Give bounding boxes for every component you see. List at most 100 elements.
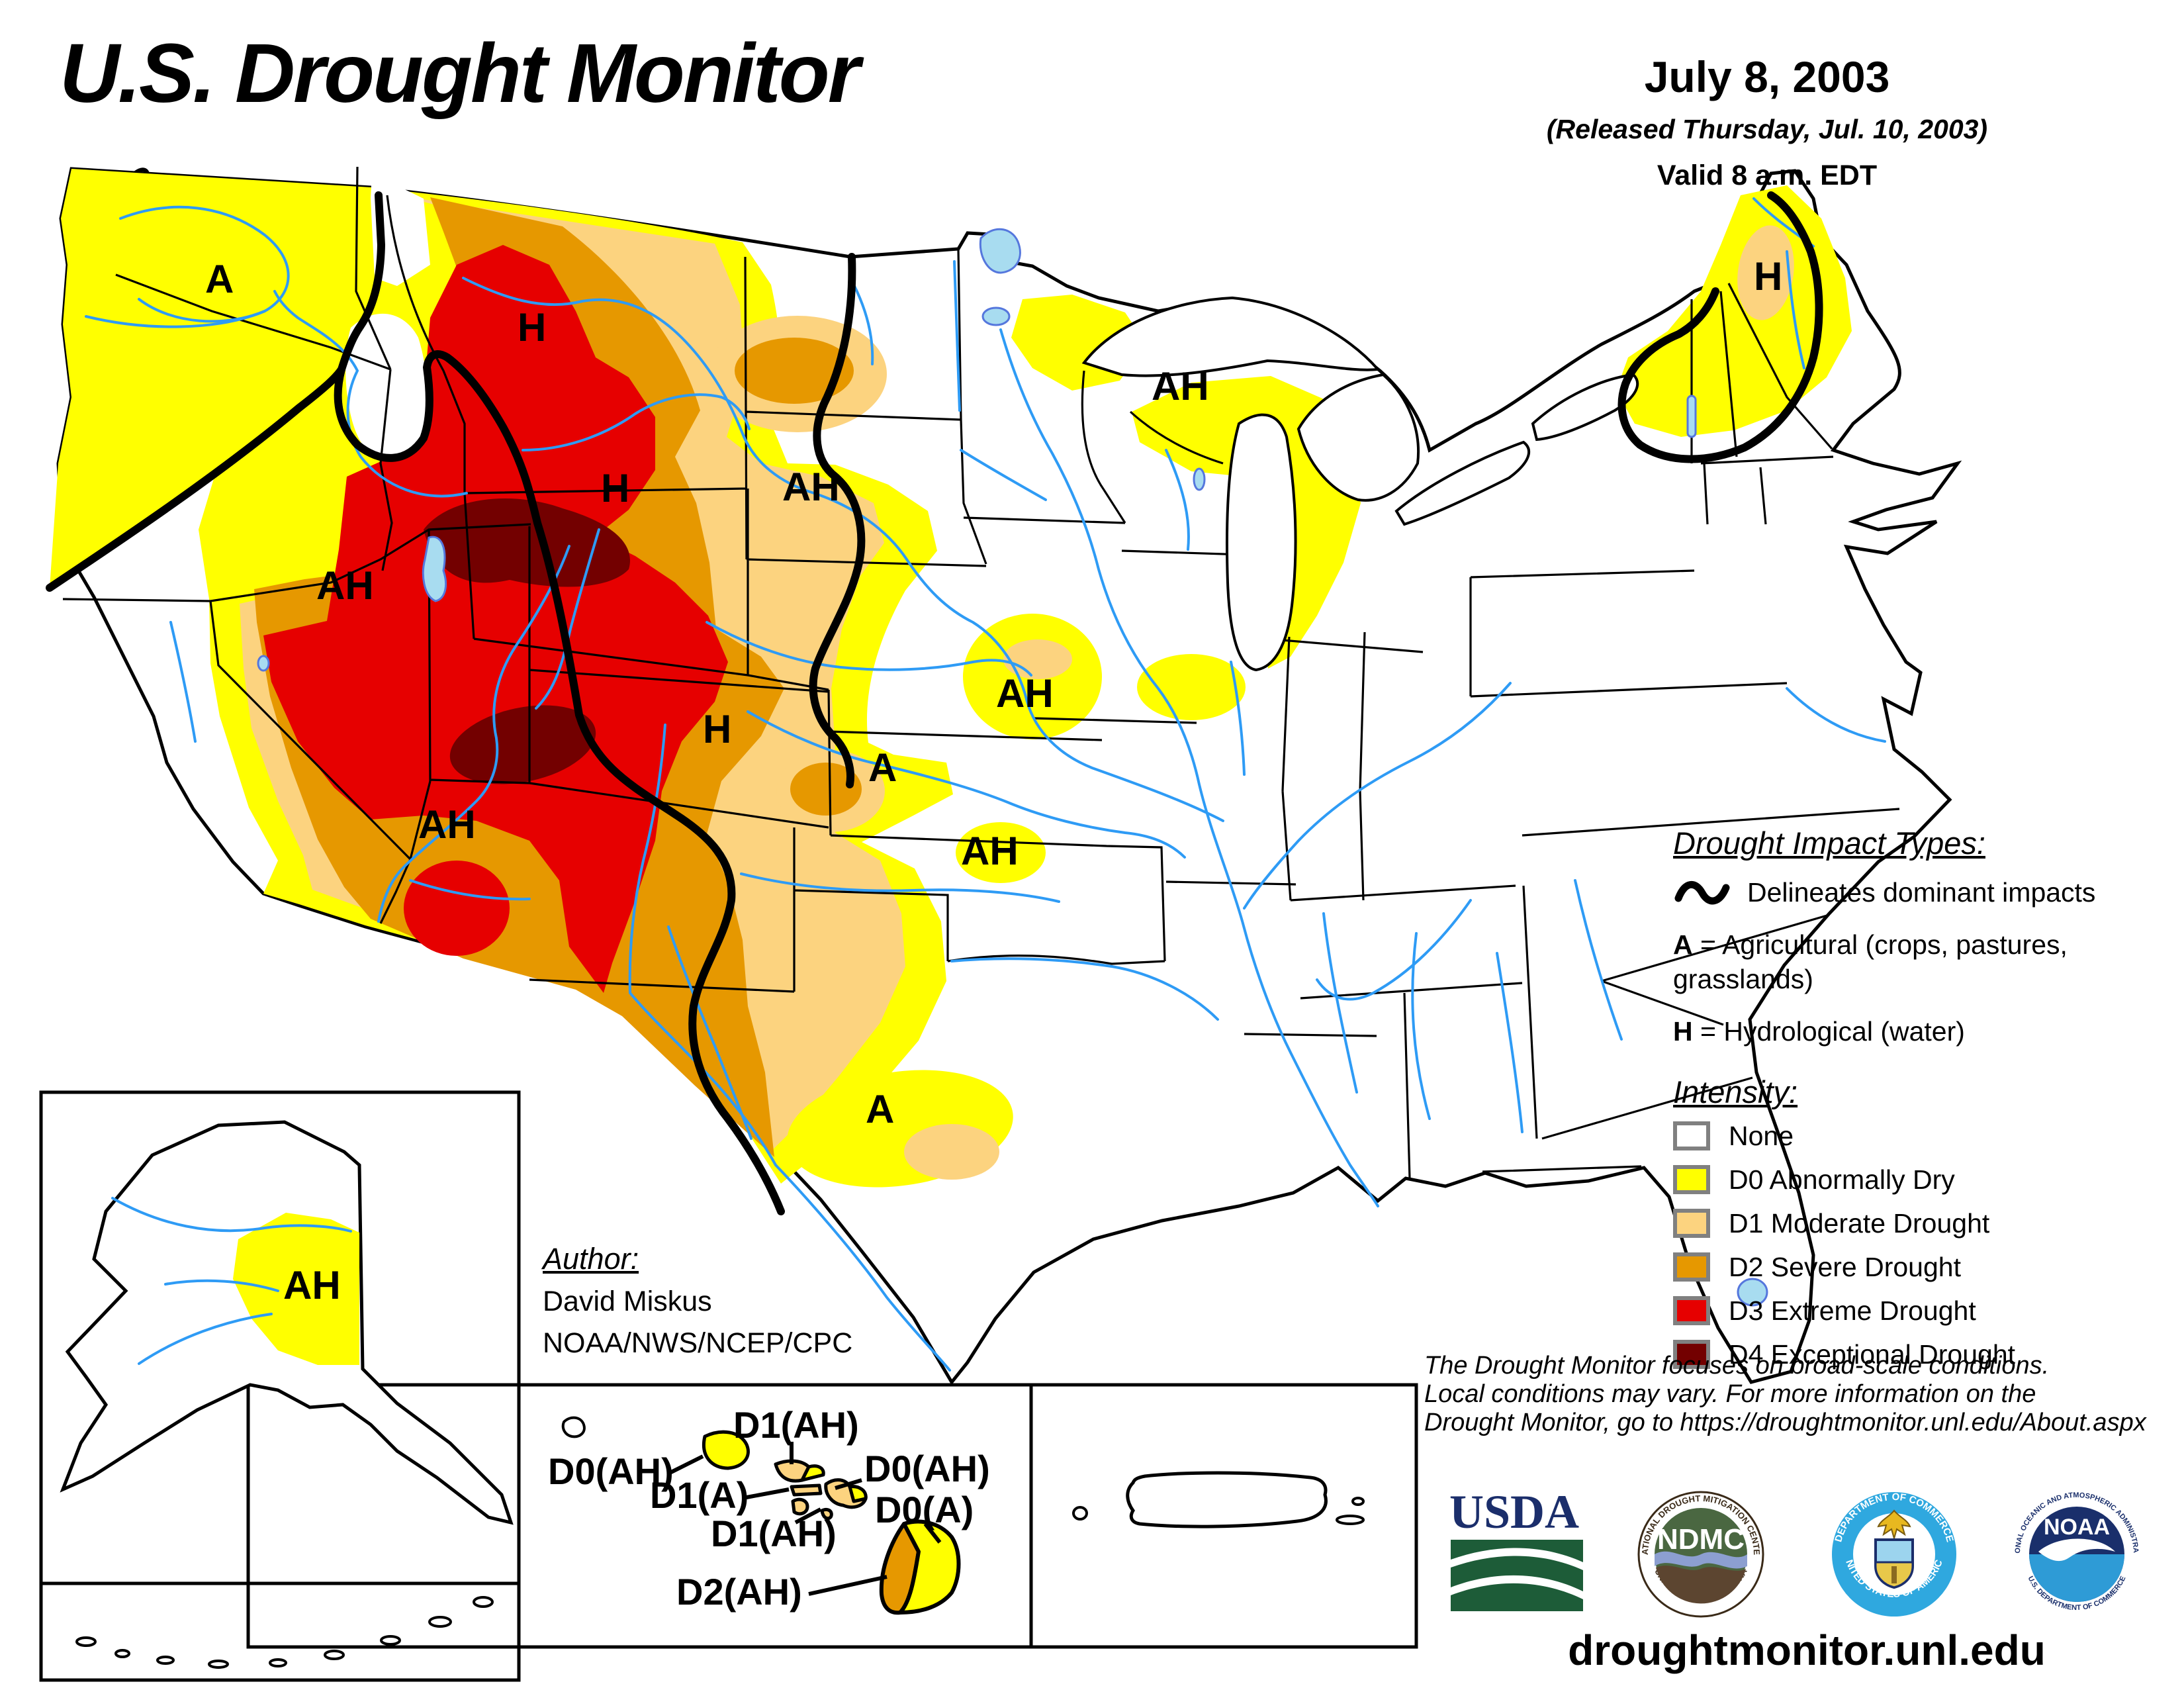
red-lake bbox=[981, 306, 1011, 326]
label-texas: A bbox=[866, 1087, 894, 1131]
d3-west bbox=[263, 245, 728, 993]
lanai bbox=[791, 1497, 809, 1516]
label-montana: H bbox=[518, 305, 546, 350]
intensity-item-d4: D4 Exceptional Drought bbox=[1673, 1336, 2176, 1372]
lake-ontario bbox=[1531, 373, 1639, 442]
lake-michigan bbox=[1225, 413, 1297, 672]
label-colorado: H bbox=[703, 707, 731, 751]
intensity-legend: Intensity: None D0 Abnormally Dry D1 Mod… bbox=[1673, 1074, 2176, 1372]
kahoolawe bbox=[820, 1507, 833, 1521]
hawaii-callout-d2ah: D2(AH) bbox=[676, 1571, 802, 1613]
label-kansas: A bbox=[868, 745, 897, 790]
lake-winnebago bbox=[1193, 467, 1206, 491]
great-salt-lake bbox=[422, 536, 447, 602]
puerto-rico-inset-box bbox=[1029, 1383, 1418, 1649]
usda-logo: USDA bbox=[1449, 1488, 1583, 1611]
squiggle-line-icon bbox=[1674, 880, 1730, 905]
label-arizona: AH bbox=[418, 802, 476, 847]
page-title: U.S. Drought Monitor bbox=[60, 26, 860, 120]
impact-type-legend: Drought Impact Types: Delineates dominan… bbox=[1673, 825, 2176, 1049]
label-wyoming: H bbox=[601, 466, 629, 510]
d2-nebraska-corner bbox=[790, 763, 862, 816]
ndmc-wordmark: NDMC bbox=[1657, 1523, 1745, 1556]
delineates-row: Delineates dominant impacts bbox=[1673, 874, 2176, 910]
d4-swatch bbox=[1673, 1340, 1710, 1369]
vieques bbox=[1336, 1515, 1365, 1525]
hawaii-callout-d0ah-left: D0(AH) bbox=[548, 1450, 674, 1492]
ndmc-logo: NATIONAL DROUGHT MITIGATION CENTER UNIVE… bbox=[1436, 1488, 1764, 1618]
author-block: Author: David Miskus NOAA/NWS/NCEP/CPC bbox=[543, 1242, 913, 1360]
d0-oklahoma bbox=[956, 822, 1046, 883]
puerto-rico-inset bbox=[1072, 1471, 1365, 1528]
none-idaho-panhandle bbox=[371, 173, 430, 286]
d4-four-corners bbox=[449, 705, 596, 784]
label-upper-michigan: AH bbox=[1152, 364, 1209, 408]
intensity-heading: Intensity: bbox=[1673, 1074, 1798, 1109]
culebra bbox=[1351, 1497, 1365, 1506]
kauai bbox=[702, 1430, 750, 1470]
hawaii-callout-d1ah-top: D1(AH) bbox=[733, 1404, 859, 1446]
impact-legend-heading: Drought Impact Types: bbox=[1673, 825, 1985, 861]
label-washington: A bbox=[205, 257, 234, 301]
noaa-bird bbox=[2038, 1538, 2115, 1562]
map-date: July 8, 2003 bbox=[1644, 52, 1890, 101]
oahu-d0 bbox=[800, 1464, 825, 1482]
aleutians-inset-box bbox=[39, 1581, 521, 1682]
website-url: droughtmonitor.unl.edu bbox=[1568, 1626, 2046, 1674]
d1-maine bbox=[1737, 225, 1794, 320]
noaa-wordmark: NOAA bbox=[2044, 1515, 2110, 1540]
alaska-inset: AH bbox=[60, 1120, 514, 1669]
lake-superior bbox=[1081, 296, 1381, 377]
d0-maine bbox=[1616, 185, 1852, 437]
lake-tahoe bbox=[257, 655, 270, 672]
agency-logos: USDA NATIONAL DROUGHT MITIGATION CENTER … bbox=[1436, 1488, 2140, 1618]
disclaimer-text: The Drought Monitor focuses on broad-sca… bbox=[1424, 1352, 2146, 1436]
d0-alaska bbox=[233, 1213, 359, 1365]
rivers bbox=[85, 197, 1886, 1372]
impact-item-agricultural: A = Agricultural (crops, pastures, grass… bbox=[1673, 929, 2068, 995]
aleutian-islands bbox=[75, 1596, 494, 1669]
d3-swatch bbox=[1673, 1296, 1710, 1325]
maui-d0 bbox=[848, 1485, 868, 1503]
intensity-item-d2: D2 Severe Drought bbox=[1673, 1249, 2176, 1285]
usda-wordmark: USDA bbox=[1449, 1488, 1579, 1538]
niihau bbox=[561, 1416, 586, 1438]
d1-texas bbox=[904, 1124, 999, 1180]
author-organization: NOAA/NWS/NCEP/CPC bbox=[543, 1327, 853, 1359]
d0-swatch bbox=[1673, 1165, 1710, 1194]
d2-swatch bbox=[1673, 1252, 1710, 1282]
date-block: July 8, 2003 (Released Thursday, Jul. 10… bbox=[1482, 52, 2052, 192]
lake-champlain bbox=[1686, 395, 1697, 438]
d2-south-dakota bbox=[735, 338, 854, 404]
hawaii-leader-lines bbox=[667, 1442, 942, 1596]
intensity-item-d3: D3 Extreme Drought bbox=[1673, 1293, 2176, 1329]
label-south-dakota: AH bbox=[782, 465, 840, 509]
hawaii-callout-d0a: D0(A) bbox=[875, 1489, 974, 1530]
none-swatch bbox=[1673, 1121, 1710, 1150]
d1-kansas-missouri bbox=[1003, 639, 1072, 679]
d0-wisconsin-iowa bbox=[1137, 654, 1246, 720]
map-region-labels: A H H AH AH AH H A AH AH AH A H bbox=[205, 254, 1782, 1131]
intensity-item-none: None bbox=[1673, 1118, 2176, 1154]
label-kansas-missouri: AH bbox=[996, 671, 1054, 716]
valid-time: Valid 8 a.m. EDT bbox=[1657, 160, 1878, 191]
label-alaska: AH bbox=[283, 1263, 341, 1307]
mona-island bbox=[1072, 1506, 1088, 1521]
hawaii-callout-d0ah-right: D0(AH) bbox=[864, 1448, 990, 1489]
delineates-label: Delineates dominant impacts bbox=[1747, 876, 2096, 908]
impact-item-hydrological: H = Hydrological (water) bbox=[1673, 1015, 1965, 1047]
molokai bbox=[790, 1483, 823, 1497]
d4-salt-lake bbox=[424, 498, 631, 587]
author-name: David Miskus bbox=[543, 1286, 712, 1317]
big-island-d0 bbox=[898, 1519, 961, 1615]
author-heading: Author: bbox=[543, 1242, 639, 1276]
impact-delineation-lines bbox=[46, 191, 1823, 1215]
intensity-item-d0: D0 Abnormally Dry bbox=[1673, 1162, 2176, 1197]
hawaii-callout-d1a: D1(A) bbox=[650, 1474, 749, 1516]
lake-okeechobee bbox=[1737, 1278, 1768, 1307]
hawaii-callout-d1ah-mid: D1(AH) bbox=[711, 1513, 837, 1554]
hawaii-inset: D0(AH) D1(AH) D0(AH) D1(A) D1(AH) D0(A) … bbox=[548, 1404, 990, 1615]
lake-of-the-woods bbox=[979, 228, 1021, 274]
